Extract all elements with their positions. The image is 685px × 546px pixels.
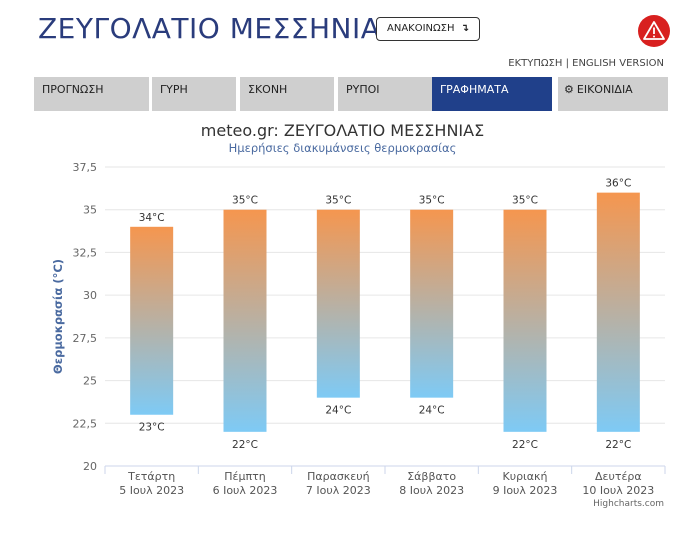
links-separator: | (565, 58, 569, 69)
highcharts-credit[interactable]: Highcharts.com (593, 499, 664, 509)
temperature-bar (130, 226, 174, 415)
tab-label: ΓΥΡΗ (160, 83, 188, 96)
tab-pollen[interactable]: ΓΥΡΗ (152, 77, 236, 111)
temperature-bar (316, 209, 360, 398)
tab-label: ΓΡΑΦΗΜΑΤΑ (440, 83, 509, 96)
top-links: ΕΚΤΥΠΩΣΗ | ENGLISH VERSION (508, 58, 664, 69)
announcement-button[interactable]: ΑΝΑΚΟΙΝΩΣΗ ↴ (376, 17, 481, 41)
temperature-bar (410, 209, 454, 398)
announcement-label: ΑΝΑΚΟΙΝΩΣΗ (387, 23, 455, 34)
tab-forecast[interactable]: ΠΡΟΓΝΩΣΗ (34, 77, 149, 111)
x-tick-date-label: 9 Ιουλ 2023 (493, 484, 558, 497)
min-data-label: 24°C (419, 405, 445, 417)
max-data-label: 36°C (605, 178, 631, 190)
x-tick-date-label: 10 Ιουλ 2023 (582, 484, 654, 497)
tab-label: ΡΥΠΟΙ (346, 83, 380, 96)
x-tick-date-label: 6 Ιουλ 2023 (213, 484, 278, 497)
warning-triangle-icon (643, 21, 665, 40)
arrow-down-right-icon: ↴ (460, 23, 470, 34)
y-tick-label: 25 (83, 375, 97, 388)
x-tick-day-label: Τετάρτη (127, 470, 175, 483)
max-data-label: 34°C (139, 212, 165, 224)
x-tick-day-label: Κυριακή (503, 470, 548, 483)
tab-label: ΠΡΟΓΝΩΣΗ (42, 83, 104, 96)
gear-icon: ⚙ (564, 83, 574, 96)
temperature-bar (223, 209, 267, 432)
warning-alert-button[interactable] (638, 15, 670, 47)
y-tick-label: 35 (83, 204, 97, 217)
max-data-label: 35°C (232, 195, 258, 207)
x-tick-day-label: Παρασκευή (307, 470, 370, 483)
y-tick-label: 20 (83, 460, 97, 473)
chart-title: meteo.gr: ΖΕΥΓΟΛΑΤΙΟ ΜΕΣΣΗΝΙΑΣ (200, 121, 485, 140)
min-data-label: 22°C (605, 439, 631, 451)
y-axis-title: Θερμοκρασία (°C) (51, 259, 65, 374)
y-tick-label: 30 (83, 289, 97, 302)
x-tick-date-label: 8 Ιουλ 2023 (399, 484, 464, 497)
page-title: ΖΕΥΓΟΛΑΤΙΟ ΜΕΣΣΗΝΙΑΣ (38, 12, 399, 45)
max-data-label: 35°C (512, 195, 538, 207)
min-data-label: 22°C (232, 439, 258, 451)
tab-bar: ΠΡΟΓΝΩΣΗ ΓΥΡΗ ΣΚΟΝΗ ΡΥΠΟΙ ΓΡΑΦΗΜΑΤΑ ⚙ ΕΙΚ… (34, 77, 668, 111)
y-tick-label: 37,5 (73, 161, 98, 174)
tab-charts[interactable]: ΓΡΑΦΗΜΑΤΑ (432, 77, 552, 111)
temperature-bar (596, 192, 640, 432)
x-tick-day-label: Δευτέρα (595, 470, 642, 483)
tab-label: ΕΙΚΟΝΙΔΙΑ (576, 83, 633, 96)
x-tick-date-label: 7 Ιουλ 2023 (306, 484, 371, 497)
temperature-bar (503, 209, 547, 432)
y-tick-label: 27,5 (73, 332, 98, 345)
min-data-label: 23°C (139, 422, 165, 434)
y-tick-label: 22,5 (73, 417, 98, 430)
tab-label: ΣΚΟΝΗ (248, 83, 288, 96)
max-data-label: 35°C (325, 195, 351, 207)
x-tick-date-label: 5 Ιουλ 2023 (119, 484, 184, 497)
x-tick-day-label: Πέμπτη (224, 470, 265, 483)
tab-icons[interactable]: ⚙ ΕΙΚΟΝΙΔΙΑ (558, 77, 668, 111)
min-data-label: 22°C (512, 439, 538, 451)
tab-pollutants[interactable]: ΡΥΠΟΙ (338, 77, 432, 111)
max-data-label: 35°C (419, 195, 445, 207)
y-tick-label: 32,5 (73, 246, 98, 259)
english-version-link[interactable]: ENGLISH VERSION (572, 58, 664, 69)
min-data-label: 24°C (325, 405, 351, 417)
print-link[interactable]: ΕΚΤΥΠΩΣΗ (508, 58, 563, 69)
tab-dust[interactable]: ΣΚΟΝΗ (240, 77, 334, 111)
chart-subtitle: Ημερήσιες διακυμάνσεις θερμοκρασίας (228, 141, 457, 155)
x-tick-day-label: Σάββατο (407, 470, 456, 483)
